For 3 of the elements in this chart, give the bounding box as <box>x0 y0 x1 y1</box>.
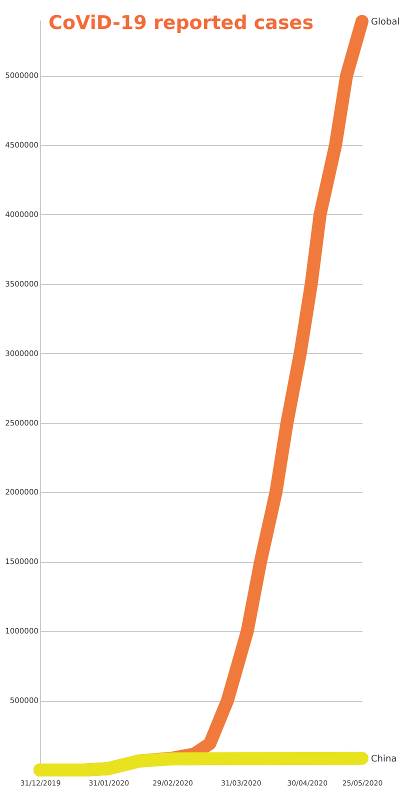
series-label: Global <box>371 17 400 28</box>
series-label: China <box>371 754 397 764</box>
chart-title: CoViD-19 reported cases <box>48 12 314 34</box>
